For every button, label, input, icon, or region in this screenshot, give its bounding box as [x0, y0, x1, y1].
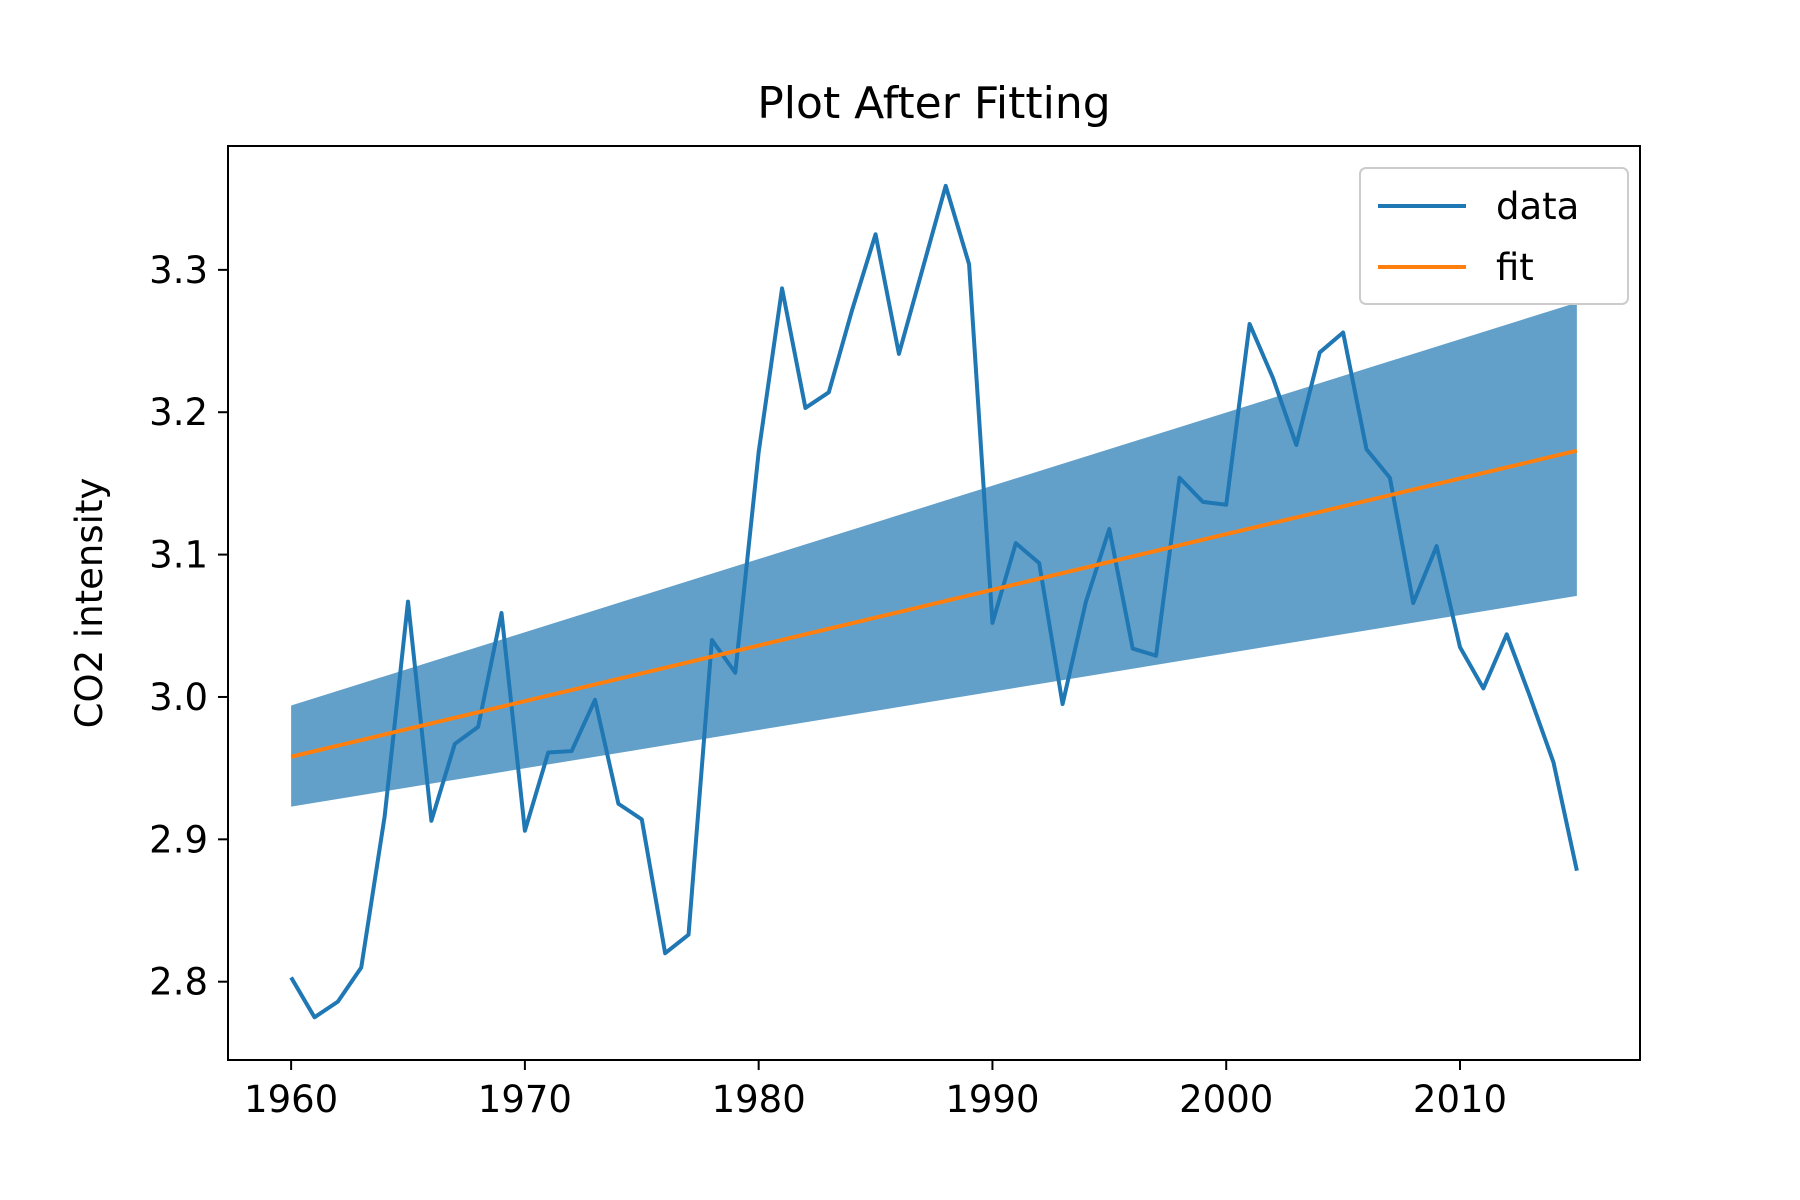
x-tick-label: 1980	[712, 1078, 806, 1121]
x-tick-label: 2010	[1413, 1078, 1507, 1121]
legend-label-data: data	[1496, 185, 1579, 228]
y-axis-label: CO2 intensity	[68, 478, 111, 729]
chart-title: Plot After Fitting	[757, 78, 1110, 129]
legend: data fit	[1359, 167, 1629, 305]
x-tick-label: 1970	[478, 1078, 572, 1121]
y-tick-label: 3.0	[149, 676, 208, 719]
series-layer	[289, 183, 1579, 1020]
x-tick-label: 1990	[945, 1078, 1039, 1121]
y-tick-label: 3.2	[149, 391, 208, 434]
y-tick-label: 2.8	[149, 961, 208, 1004]
y-tick-label: 2.9	[149, 818, 208, 861]
y-axis-ticks: 2.8 2.9 3.0 3.1 3.2 3.3	[149, 249, 228, 1004]
series-line-data	[289, 183, 1579, 1020]
legend-label-fit: fit	[1496, 246, 1534, 289]
x-tick-label: 1960	[244, 1078, 338, 1121]
x-axis-ticks: 1960 1970 1980 1990 2000 2010	[244, 1060, 1507, 1121]
x-tick-label: 2000	[1179, 1078, 1273, 1121]
plot-frame	[227, 145, 1641, 1061]
y-tick-label: 3.3	[149, 249, 208, 292]
series-line-fit	[290, 448, 1578, 759]
y-tick-label: 3.1	[149, 534, 208, 577]
legend-box	[1359, 167, 1629, 305]
